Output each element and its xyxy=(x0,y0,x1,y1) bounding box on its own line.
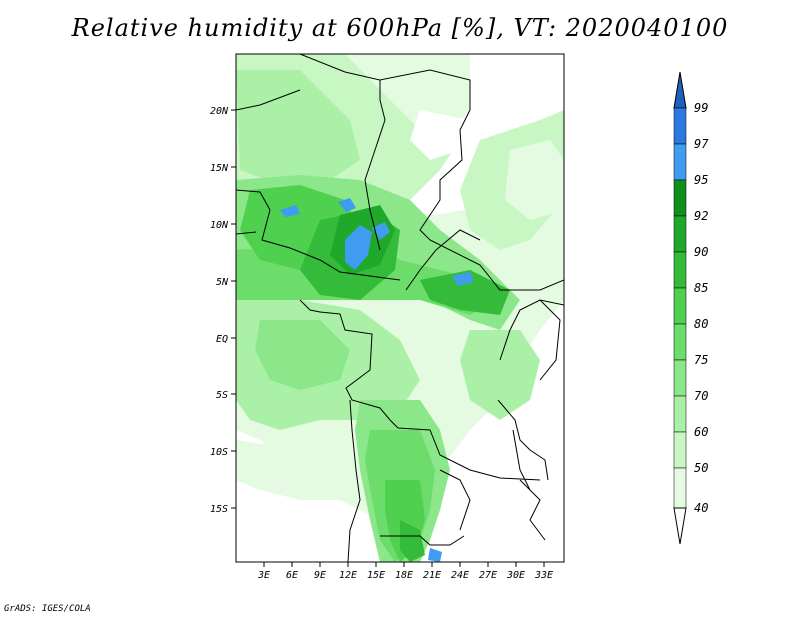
colorbar-label: 50 xyxy=(694,461,708,475)
colorbar-band xyxy=(673,467,687,509)
colorbar-band xyxy=(673,323,687,361)
colorbar-label: 92 xyxy=(694,209,708,223)
lat-label: 15S xyxy=(210,504,228,515)
map-title: Relative humidity at 600hPa [%], VT: 202… xyxy=(71,14,729,42)
lon-label: 18E xyxy=(395,570,413,581)
lat-label: 5S xyxy=(216,390,228,401)
colorbar-label: 80 xyxy=(694,317,708,331)
humidity-field xyxy=(236,54,564,562)
colorbar-band xyxy=(673,359,687,397)
lat-label: 10S xyxy=(210,447,228,458)
colorbar-band xyxy=(673,215,687,253)
colorbar-band xyxy=(673,251,687,289)
colorbar-label: 85 xyxy=(694,281,708,295)
lat-label: 15N xyxy=(210,163,229,174)
colorbar-label: 97 xyxy=(694,137,709,151)
colorbar-label: 95 xyxy=(694,173,708,187)
lat-label: 10N xyxy=(210,220,229,231)
country-borders xyxy=(236,54,564,562)
lon-label: 33E xyxy=(534,570,553,581)
colorbar: 99 97 95 92 90 85 80 75 70 60 50 40 xyxy=(673,71,709,545)
lon-label: 6E xyxy=(286,570,298,581)
colorbar-label: 75 xyxy=(694,353,708,367)
colorbar-label: 70 xyxy=(694,389,708,403)
colorbar-band xyxy=(673,143,687,181)
colorbar-label: 40 xyxy=(694,501,708,515)
longitude-axis: 3E 6E 9E 12E 15E 18E 21E 24E 27E 30E 33E xyxy=(257,562,553,581)
lon-label: 24E xyxy=(451,570,469,581)
latitude-axis: 20N 15N 10N 5N EQ 5S 10S 15S xyxy=(210,106,236,515)
colorbar-band xyxy=(673,395,687,433)
map-frame xyxy=(235,53,565,563)
grads-credit: GrADS: IGES/COLA xyxy=(4,604,91,614)
lon-label: 30E xyxy=(506,570,525,581)
colorbar-band xyxy=(673,287,687,325)
colorbar-label: 90 xyxy=(694,245,708,259)
lat-label: EQ xyxy=(216,334,228,345)
colorbar-label: 99 xyxy=(694,101,708,115)
lon-label: 21E xyxy=(423,570,441,581)
colorbar-band xyxy=(673,431,687,469)
lon-label: 15E xyxy=(367,570,385,581)
lon-label: 27E xyxy=(479,570,497,581)
colorbar-band xyxy=(673,179,687,217)
lat-label: 20N xyxy=(210,106,229,117)
lat-label: 5N xyxy=(216,277,229,288)
colorbar-top-arrow xyxy=(673,71,687,109)
colorbar-bottom-arrow xyxy=(673,507,687,545)
lon-label: 9E xyxy=(314,570,326,581)
colorbar-label: 60 xyxy=(694,425,708,439)
colorbar-band xyxy=(673,107,687,145)
lon-label: 12E xyxy=(339,570,357,581)
lon-label: 3E xyxy=(257,570,270,581)
